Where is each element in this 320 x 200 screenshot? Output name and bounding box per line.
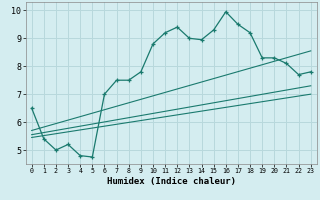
X-axis label: Humidex (Indice chaleur): Humidex (Indice chaleur) xyxy=(107,177,236,186)
